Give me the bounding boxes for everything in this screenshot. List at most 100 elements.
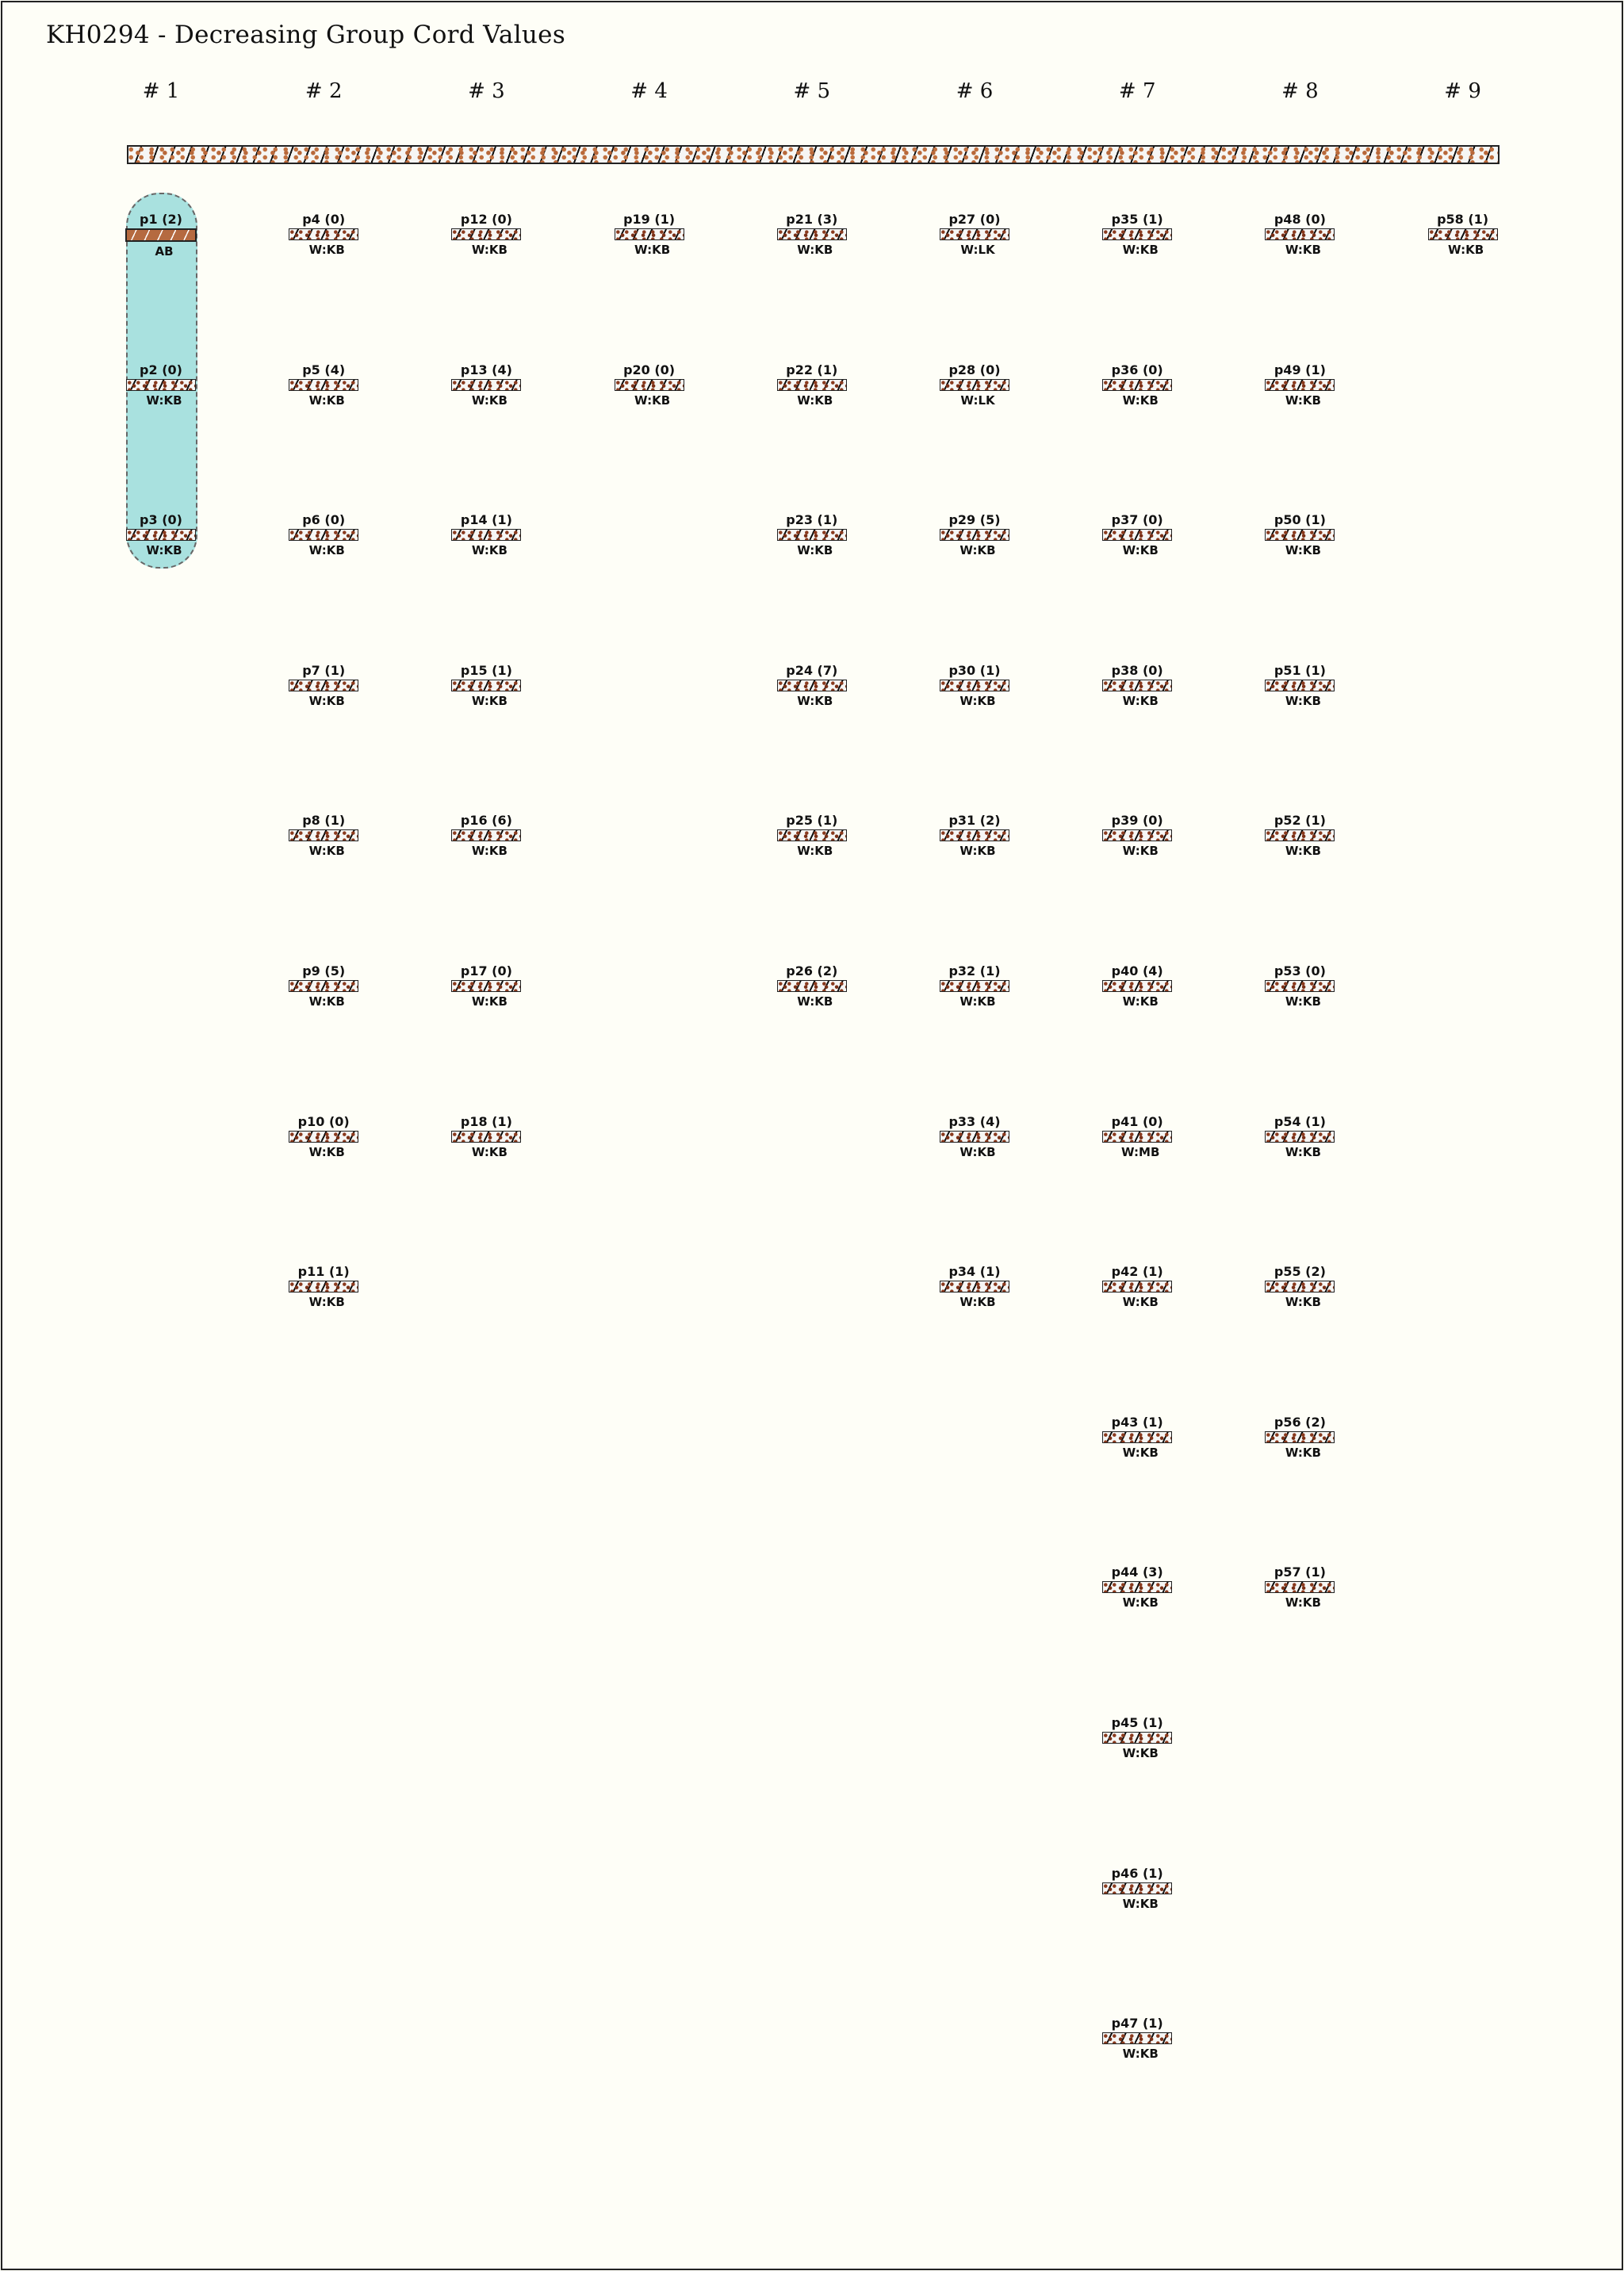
pendant-cord[interactable]: p10 (0) W:KB [268, 1114, 379, 1159]
cord-label: p28 (0) [948, 362, 1001, 377]
pendant-cord[interactable]: p25 (1) W:KB [756, 814, 868, 858]
pendant-cord[interactable]: p32 (1) W:KB [919, 964, 1030, 1009]
pendant-cord[interactable]: p3 (0) W:KB [105, 513, 216, 557]
cord-swatch [451, 679, 522, 691]
pendant-cord[interactable]: p9 (5) W:KB [268, 964, 379, 1009]
cord-label: p58 (1) [1437, 212, 1489, 227]
pendant-cord[interactable]: p56 (2) W:KB [1244, 1415, 1355, 1460]
pendant-cord[interactable]: p57 (1) W:KB [1244, 1565, 1355, 1610]
pendant-cord[interactable]: p43 (1) W:KB [1082, 1415, 1193, 1460]
cord-label: p12 (0) [460, 212, 512, 227]
pendant-cord[interactable]: p26 (2) W:KB [756, 964, 868, 1009]
cord-color-code: W:KB [1285, 393, 1321, 408]
pendant-cord[interactable]: p27 (0) W:LK [919, 213, 1030, 257]
pendant-cord[interactable]: p46 (1) W:KB [1082, 1866, 1193, 1911]
pendant-cord[interactable]: p31 (2) W:KB [919, 814, 1030, 858]
cord-label: p34 (1) [948, 1264, 1001, 1280]
pendant-cord[interactable]: p6 (0) W:KB [268, 513, 379, 557]
cord-label: p43 (1) [1111, 1414, 1163, 1430]
pendant-cord[interactable]: p39 (0) W:KB [1082, 814, 1193, 858]
cord-color-code: W:KB [1122, 1595, 1159, 1610]
cord-label: p1 (2) [140, 212, 182, 227]
pendant-cord[interactable]: p52 (1) W:KB [1244, 814, 1355, 858]
cord-label: p42 (1) [1111, 1264, 1163, 1280]
cord-swatch [289, 1130, 359, 1143]
pendant-cord[interactable]: p2 (0) W:KB [105, 362, 216, 408]
pendant-cord[interactable]: p16 (6) W:KB [431, 814, 542, 858]
cord-label: p8 (1) [302, 813, 346, 829]
cord-color-code: W:KB [308, 243, 345, 257]
pendant-cord[interactable]: p29 (5) W:KB [919, 513, 1030, 557]
pendant-cord[interactable]: p35 (1) W:KB [1082, 213, 1193, 257]
cord-label: p17 (0) [460, 963, 512, 978]
cord-label: p21 (3) [786, 212, 838, 227]
cord-swatch [776, 980, 847, 992]
pendant-cord[interactable]: p55 (2) W:KB [1244, 1265, 1355, 1309]
pendant-cord[interactable]: p49 (1) W:KB [1244, 362, 1355, 408]
pendant-cord[interactable]: p34 (1) W:KB [919, 1265, 1030, 1309]
cord-swatch [940, 679, 1009, 691]
pendant-cord[interactable]: p4 (0) W:KB [268, 213, 379, 257]
cord-label: p15 (1) [460, 662, 512, 678]
cord-color-code: W:MB [1120, 1144, 1160, 1159]
pendant-cord[interactable]: p18 (1) W:KB [431, 1114, 542, 1159]
pendant-cord[interactable]: p53 (0) W:KB [1244, 964, 1355, 1009]
cord-swatch [1102, 378, 1173, 391]
pendant-cord[interactable]: p5 (4) W:KB [268, 362, 379, 408]
cord-label: p22 (1) [786, 362, 838, 377]
pendant-cord[interactable]: p22 (1) W:KB [756, 362, 868, 408]
cord-label: p3 (0) [140, 512, 182, 528]
cord-label: p49 (1) [1274, 362, 1326, 377]
cord-color-code: W:KB [634, 393, 671, 408]
pendant-cord[interactable]: p54 (1) W:KB [1244, 1114, 1355, 1159]
cord-swatch [1265, 378, 1335, 391]
pendant-cord[interactable]: p50 (1) W:KB [1244, 513, 1355, 557]
group-header-1: # 1 [142, 79, 180, 103]
pendant-cord[interactable]: p7 (1) W:KB [268, 663, 379, 708]
pendant-cord[interactable]: p48 (0) W:KB [1244, 213, 1355, 257]
pendant-cord[interactable]: p13 (4) W:KB [431, 362, 542, 408]
cord-color-code: W:KB [146, 543, 182, 558]
pendant-cord[interactable]: p38 (0) W:KB [1082, 663, 1193, 708]
pendant-cord[interactable]: p37 (0) W:KB [1082, 513, 1193, 557]
pendant-cord[interactable]: p42 (1) W:KB [1082, 1265, 1193, 1309]
cord-swatch [1102, 1882, 1173, 1894]
cord-swatch [1102, 829, 1173, 842]
cord-swatch [940, 228, 1009, 240]
pendant-cord[interactable]: p40 (4) W:KB [1082, 964, 1193, 1009]
pendant-cord[interactable]: p8 (1) W:KB [268, 814, 379, 858]
pendant-cord[interactable]: p58 (1) W:KB [1408, 213, 1519, 257]
pendant-cord[interactable]: p12 (0) W:KB [431, 213, 542, 257]
pendant-cord[interactable]: p47 (1) W:KB [1082, 2016, 1193, 2061]
pendant-cord[interactable]: p41 (0) W:MB [1082, 1114, 1193, 1159]
pendant-cord[interactable]: p44 (3) W:KB [1082, 1565, 1193, 1610]
pendant-cord[interactable]: p30 (1) W:KB [919, 663, 1030, 708]
pendant-cord[interactable]: p21 (3) W:KB [756, 213, 868, 257]
cord-swatch [1265, 1130, 1335, 1143]
cord-label: p23 (1) [786, 512, 838, 528]
cord-swatch [1265, 228, 1335, 240]
pendant-cord[interactable]: p28 (0) W:LK [919, 362, 1030, 408]
pendant-cord[interactable]: p33 (4) W:KB [919, 1114, 1030, 1159]
pendant-cord[interactable]: p20 (0) W:KB [594, 362, 705, 408]
cord-swatch [125, 228, 197, 242]
pendant-cord[interactable]: p19 (1) W:KB [594, 213, 705, 257]
pendant-cord[interactable]: p24 (7) W:KB [756, 663, 868, 708]
cord-swatch [1102, 1130, 1173, 1143]
cord-color-code: W:KB [471, 1144, 508, 1159]
cord-color-code: W:KB [1122, 844, 1159, 859]
pendant-cord[interactable]: p11 (1) W:KB [268, 1265, 379, 1309]
cord-color-code: W:KB [471, 994, 508, 1009]
pendant-cord[interactable]: p14 (1) W:KB [431, 513, 542, 557]
pendant-cord[interactable]: p15 (1) W:KB [431, 662, 542, 708]
pendant-cord[interactable]: p36 (0) W:KB [1082, 362, 1193, 408]
group-header-9: # 9 [1444, 79, 1481, 103]
cord-color-code: W:KB [797, 543, 833, 558]
pendant-cord[interactable]: p23 (1) W:KB [756, 513, 868, 557]
pendant-cord[interactable]: p17 (0) W:KB [431, 964, 542, 1009]
cord-swatch [776, 378, 847, 391]
pendant-cord[interactable]: p51 (1) W:KB [1244, 663, 1355, 708]
pendant-cord[interactable]: p1 (2) AB [105, 213, 216, 259]
pendant-cord[interactable]: p45 (1) W:KB [1082, 1716, 1193, 1760]
cord-swatch [614, 378, 684, 391]
